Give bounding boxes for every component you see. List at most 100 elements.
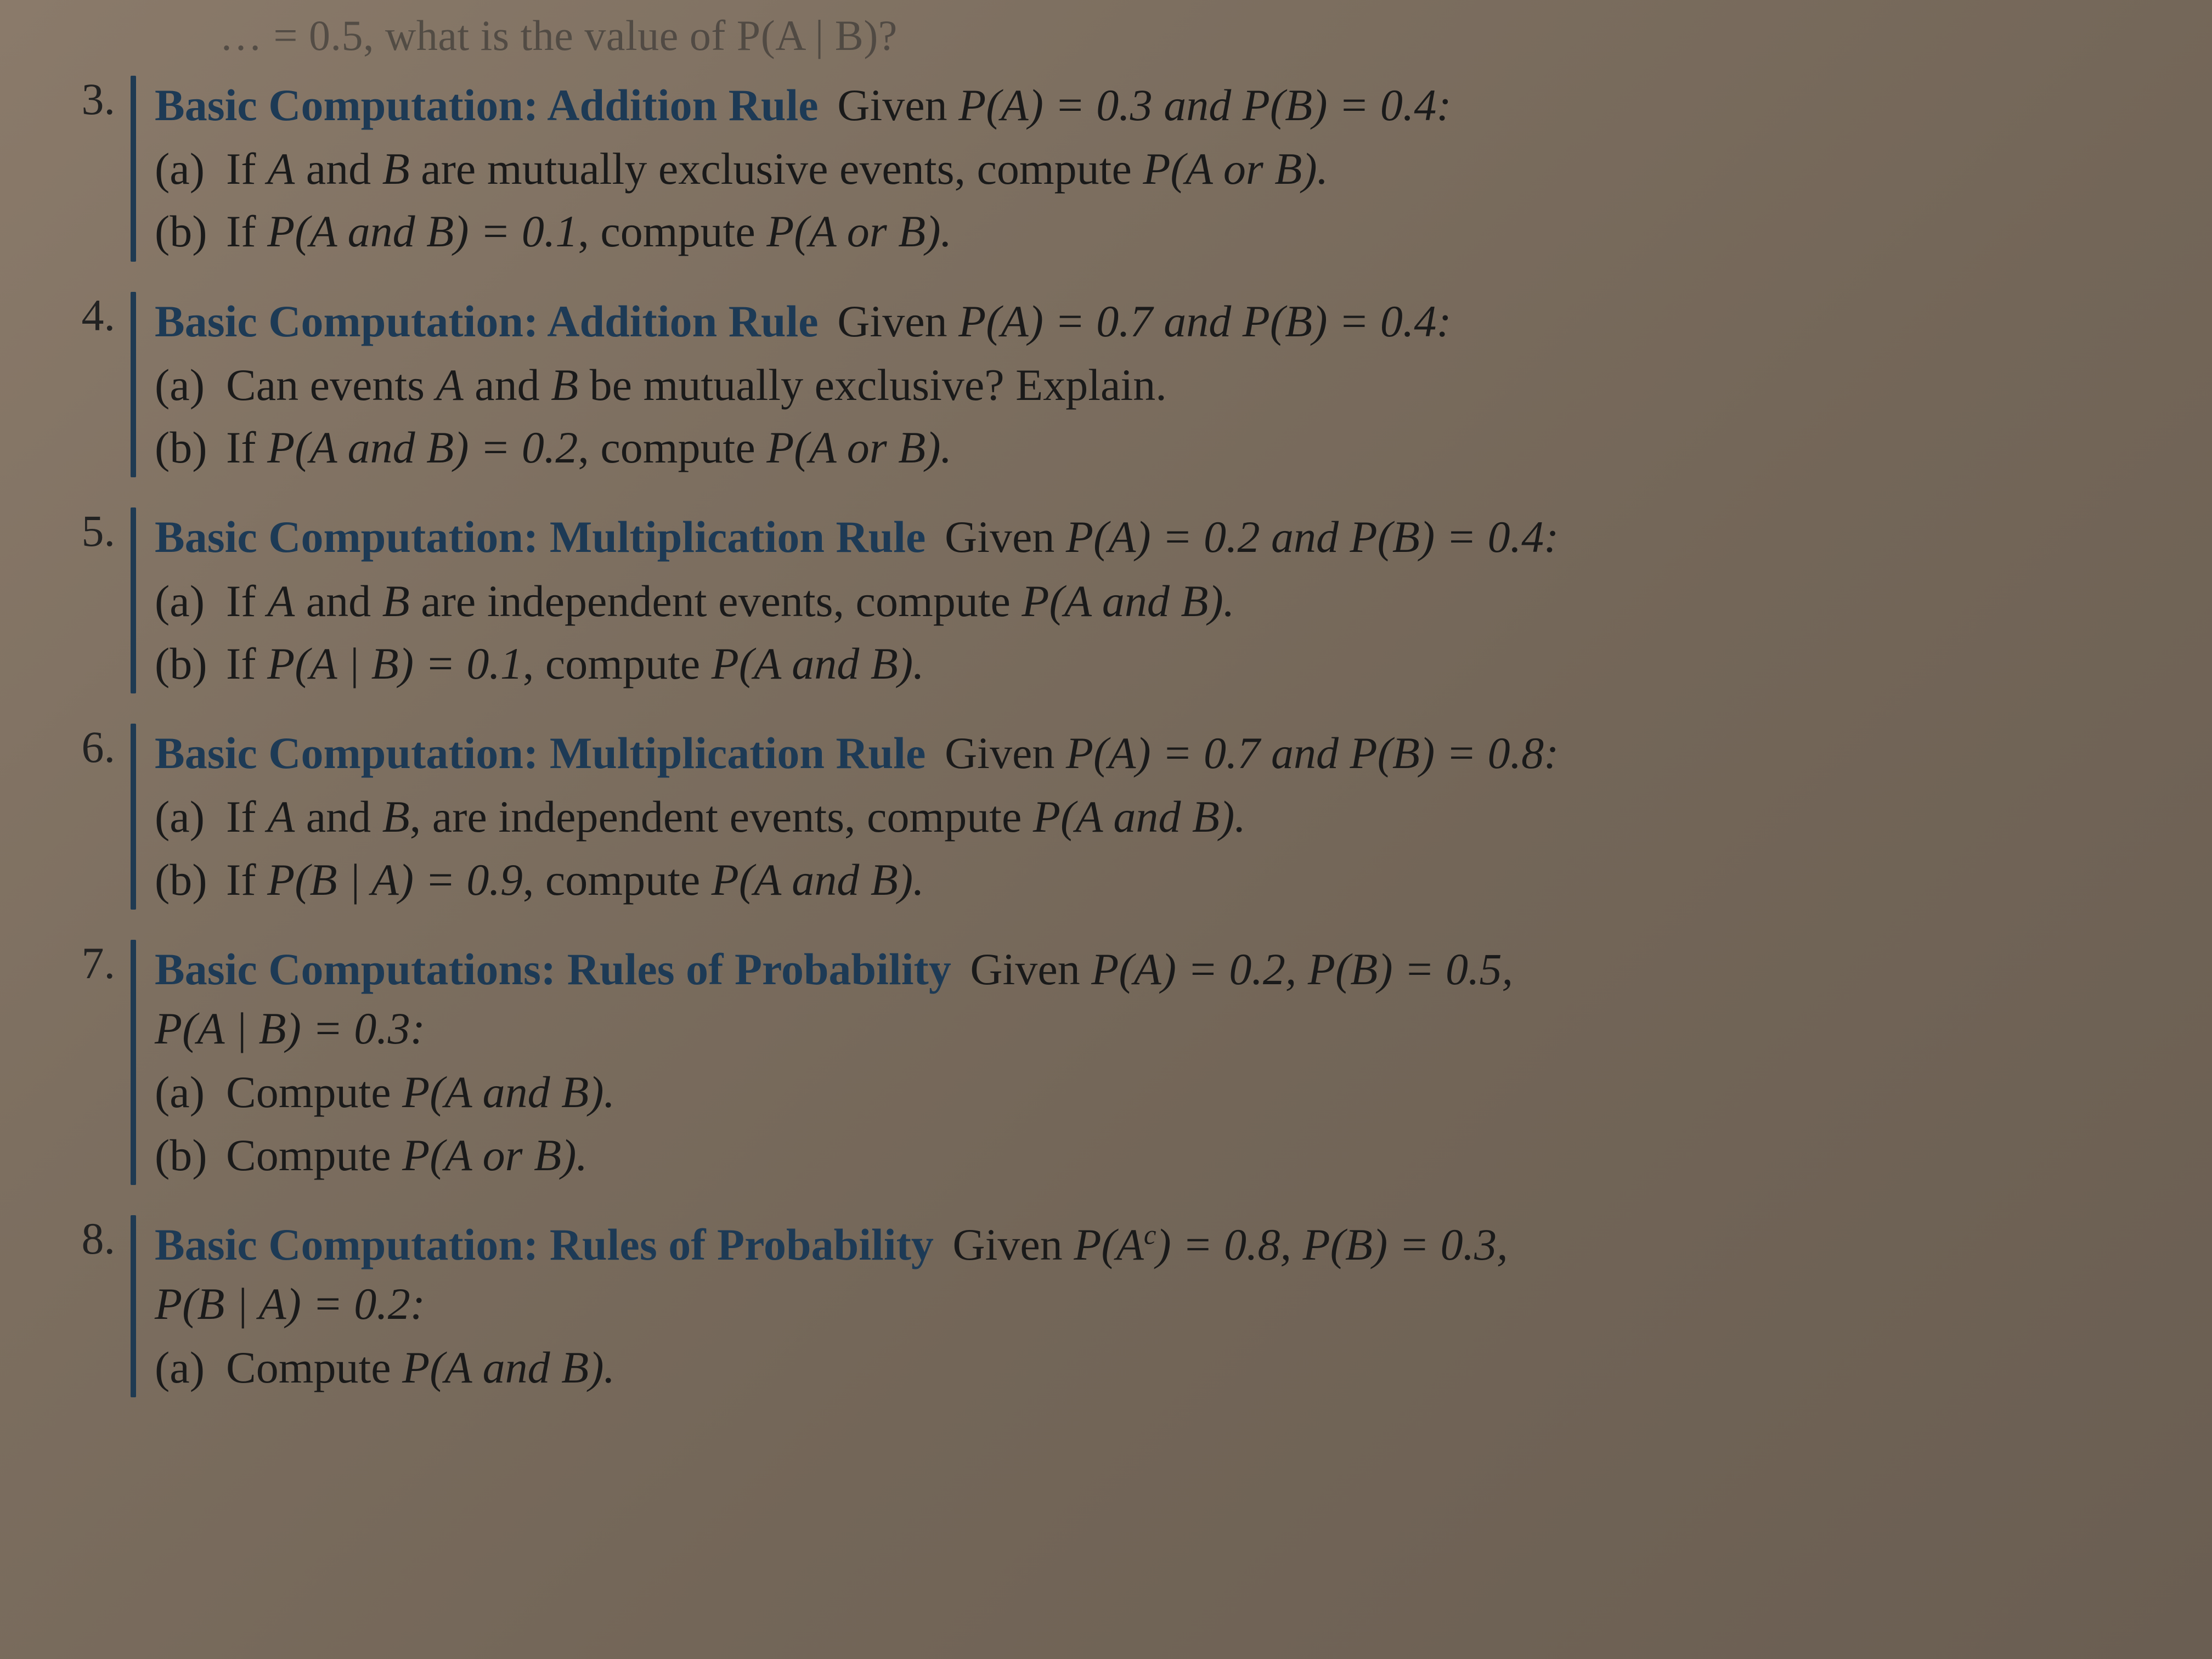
t: P(A or B). — [402, 1130, 588, 1180]
sub-text: Compute P(A or B). — [226, 1126, 2146, 1185]
sub-label: (b) — [155, 1126, 226, 1185]
problem-title: Basic Computations: Rules of Probability — [155, 944, 951, 994]
t: , compute — [523, 855, 712, 905]
problem-heading: Basic Computation: Addition Rule Given P… — [155, 292, 2146, 351]
t: If — [226, 639, 267, 689]
t: P(A or B). — [766, 206, 952, 256]
problem-title: Basic Computation: Rules of Probability — [155, 1220, 934, 1269]
t: B — [382, 792, 410, 842]
problem-heading: Basic Computation: Multiplication Rule G… — [155, 507, 2146, 567]
problem-heading: Basic Computation: Rules of Probability … — [155, 1215, 2146, 1274]
t: P(A and B). — [402, 1067, 615, 1117]
given-math: P(A) = 0.3 and P(B) = 0.4: — [958, 80, 1452, 130]
sub-label: (a) — [155, 787, 226, 847]
subpart-b: (b) If P(A | B) = 0.1, compute P(A and B… — [155, 634, 2146, 693]
subpart-a: (a) Compute P(A and B). — [155, 1063, 2146, 1122]
problem-body: Basic Computations: Rules of Probability… — [155, 940, 2146, 1185]
t: P(A and B) = 0.1 — [267, 206, 578, 256]
t: P(A or B). — [766, 422, 952, 472]
t: , compute — [523, 639, 712, 689]
given-text: Given P(A) = 0.2 and P(B) = 0.4: — [945, 512, 1559, 562]
t: Compute — [226, 1067, 402, 1117]
given-prefix: Given — [945, 512, 1066, 562]
sub-label: (b) — [155, 202, 226, 261]
problem-body: Basic Computation: Rules of Probability … — [155, 1215, 2146, 1398]
subparts: (a) If A and B are independent events, c… — [155, 572, 2146, 693]
subparts: (a) Can events A and B be mutually exclu… — [155, 356, 2146, 477]
subpart-b: (b) If P(A and B) = 0.1, compute P(A or … — [155, 202, 2146, 261]
sub-text: Compute P(A and B). — [226, 1338, 2146, 1397]
sub-label: (a) — [155, 139, 226, 199]
given-prefix: Given — [837, 80, 958, 130]
t: P(A and B). — [712, 855, 924, 905]
given-math: P(A) = 0.7 and P(B) = 0.8: — [1066, 728, 1559, 778]
vertical-bar — [131, 507, 136, 693]
problem-7: 7. Basic Computations: Rules of Probabil… — [33, 940, 2146, 1185]
t: and — [295, 144, 382, 194]
problem-5: 5. Basic Computation: Multiplication Rul… — [33, 507, 2146, 693]
problem-4: 4. Basic Computation: Addition Rule Give… — [33, 292, 2146, 478]
given-text: Given P(A) = 0.7 and P(B) = 0.4: — [837, 296, 1451, 346]
problem-heading: Basic Computation: Multiplication Rule G… — [155, 724, 2146, 783]
sub-text: If P(B | A) = 0.9, compute P(A and B). — [226, 850, 2146, 910]
problem-number: 8. — [33, 1215, 131, 1398]
given-math: P(Ac) = 0.8, P(B) = 0.3, — [1074, 1220, 1508, 1269]
sub-text: If A and B are mutually exclusive events… — [226, 139, 2146, 199]
sub-text: Can events A and B be mutually exclusive… — [226, 356, 2146, 415]
problem-heading: Basic Computations: Rules of Probability… — [155, 940, 2146, 999]
given-prefix: Given — [970, 944, 1091, 994]
subparts: (a) Compute P(A and B). (b) Compute P(A … — [155, 1063, 2146, 1184]
t: , compute — [578, 206, 766, 256]
problem-number: 6. — [33, 724, 131, 910]
t: Can events — [226, 360, 436, 410]
t: P(A and B). — [402, 1342, 615, 1392]
problem-heading: Basic Computation: Addition Rule Given P… — [155, 76, 2146, 135]
t: P(A and B). — [1022, 576, 1234, 626]
t: If — [226, 792, 267, 842]
t: , compute — [578, 422, 766, 472]
t: A — [267, 576, 295, 626]
sub-label: (b) — [155, 418, 226, 477]
subparts: (a) If A and B, are independent events, … — [155, 787, 2146, 909]
sub-text: Compute P(A and B). — [226, 1063, 2146, 1122]
problem-body: Basic Computation: Multiplication Rule G… — [155, 724, 2146, 910]
t: A — [436, 360, 464, 410]
sub-text: If P(A | B) = 0.1, compute P(A and B). — [226, 634, 2146, 693]
problem-body: Basic Computation: Addition Rule Given P… — [155, 76, 2146, 262]
t: B — [382, 144, 410, 194]
t: If — [226, 576, 267, 626]
t: are independent events, compute — [410, 576, 1022, 626]
given-math: P(A) = 0.2 and P(B) = 0.4: — [1066, 512, 1559, 562]
sub-label: (a) — [155, 1063, 226, 1122]
given-text: Given P(A) = 0.7 and P(B) = 0.8: — [945, 728, 1559, 778]
t: , are independent events, compute — [410, 792, 1033, 842]
problem-6: 6. Basic Computation: Multiplication Rul… — [33, 724, 2146, 910]
subpart-a: (a) Compute P(A and B). — [155, 1338, 2146, 1397]
subpart-a: (a) If A and B are mutually exclusive ev… — [155, 139, 2146, 199]
subparts: (a) Compute P(A and B). — [155, 1338, 2146, 1397]
sub-label: (a) — [155, 1338, 226, 1397]
problem-3: 3. Basic Computation: Addition Rule Give… — [33, 76, 2146, 262]
given-prefix: Given — [837, 296, 958, 346]
t: B — [382, 576, 410, 626]
subpart-b: (b) If P(A and B) = 0.2, compute P(A or … — [155, 418, 2146, 477]
t: If — [226, 422, 267, 472]
problem-title: Basic Computation: Multiplication Rule — [155, 728, 926, 778]
subpart-a: (a) If A and B are independent events, c… — [155, 572, 2146, 631]
problem-title: Basic Computation: Addition Rule — [155, 80, 819, 130]
problem-8: 8. Basic Computation: Rules of Probabili… — [33, 1215, 2146, 1398]
vertical-bar — [131, 1215, 136, 1398]
problem-title: Basic Computation: Addition Rule — [155, 296, 819, 346]
t: If — [226, 206, 267, 256]
t: If — [226, 855, 267, 905]
vertical-bar — [131, 940, 136, 1185]
t: A — [267, 144, 295, 194]
sub-text: If A and B are independent events, compu… — [226, 572, 2146, 631]
subpart-a: (a) If A and B, are independent events, … — [155, 787, 2146, 847]
given-prefix: Given — [945, 728, 1066, 778]
given-extra-line: P(B | A) = 0.2: — [155, 1274, 2146, 1334]
t: B — [551, 360, 578, 410]
sub-text: If P(A and B) = 0.1, compute P(A or B). — [226, 202, 2146, 261]
vertical-bar — [131, 724, 136, 910]
vertical-bar — [131, 76, 136, 262]
